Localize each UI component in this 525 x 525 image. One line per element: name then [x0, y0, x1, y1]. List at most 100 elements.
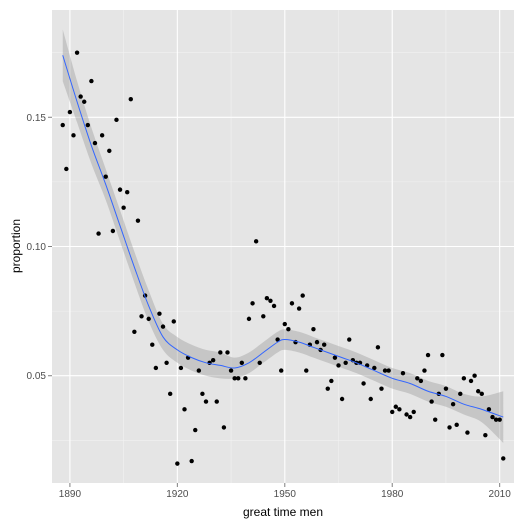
data-point — [443, 386, 449, 391]
data-point — [85, 122, 91, 128]
data-point — [253, 239, 259, 244]
data-point — [189, 458, 194, 464]
data-point — [150, 342, 155, 347]
data-point — [279, 368, 284, 373]
data-point — [178, 365, 184, 371]
smooth-line — [62, 55, 504, 418]
x-axis: 1890 1920 1950 1980 2010 — [59, 483, 511, 500]
data-point — [415, 376, 420, 381]
data-point — [175, 461, 180, 466]
data-point — [196, 368, 202, 373]
data-point — [74, 50, 80, 55]
data-point — [368, 396, 373, 402]
x-tick-label: 1920 — [166, 489, 189, 500]
data-point — [418, 378, 424, 384]
x-tick-label: 2010 — [489, 489, 512, 500]
data-point — [275, 337, 280, 342]
data-point — [390, 409, 395, 415]
data-point — [379, 386, 384, 391]
data-point — [214, 399, 219, 404]
data-point — [107, 148, 112, 154]
data-point — [228, 368, 234, 373]
data-point — [296, 306, 302, 311]
data-point — [82, 99, 87, 104]
data-point — [458, 391, 463, 397]
data-point — [336, 363, 341, 368]
data-point — [407, 414, 413, 420]
data-point — [132, 329, 137, 334]
data-point — [268, 298, 273, 303]
data-point — [325, 386, 330, 391]
x-tick-label: 1890 — [59, 489, 82, 500]
data-point — [203, 399, 209, 404]
data-point — [425, 352, 431, 358]
data-point — [103, 174, 108, 179]
data-point — [128, 96, 133, 102]
data-point — [461, 376, 467, 381]
grid-major — [52, 10, 514, 483]
x-tick-label: 1980 — [381, 489, 404, 500]
data-point — [339, 396, 345, 402]
data-point — [440, 352, 445, 358]
data-point — [236, 376, 241, 381]
data-point — [261, 314, 266, 319]
y-tick-label: 0.15 — [27, 113, 47, 124]
data-point — [218, 350, 223, 355]
data-point — [386, 368, 391, 373]
data-point — [64, 166, 69, 172]
data-point — [89, 78, 94, 84]
data-point — [67, 109, 73, 115]
data-point — [167, 391, 173, 397]
data-point — [404, 412, 409, 417]
data-point — [429, 399, 434, 404]
data-point — [497, 417, 502, 422]
data-point — [121, 205, 126, 210]
data-point — [125, 190, 130, 195]
data-point — [447, 425, 452, 430]
data-point — [271, 303, 277, 309]
data-point — [314, 339, 320, 345]
data-point — [160, 324, 166, 329]
data-point — [483, 432, 488, 438]
x-tick-label: 1950 — [274, 489, 297, 500]
data-point — [465, 430, 470, 435]
data-point — [171, 319, 176, 324]
data-point — [193, 427, 198, 433]
data-point — [450, 401, 456, 407]
data-point — [393, 404, 399, 409]
y-tick-label: 0.05 — [27, 371, 47, 382]
data-point — [92, 140, 98, 146]
data-point — [225, 350, 230, 355]
data-point — [479, 391, 484, 397]
data-point — [117, 187, 123, 192]
data-point — [329, 378, 334, 384]
data-point — [397, 407, 402, 412]
data-point — [361, 381, 366, 386]
data-point — [468, 378, 474, 384]
x-axis-title: great time men — [243, 505, 323, 519]
data-points — [60, 50, 506, 466]
y-axis: 0.05 0.10 0.15 — [27, 113, 52, 382]
data-point — [411, 409, 416, 415]
data-point — [321, 342, 327, 347]
data-point — [490, 414, 495, 420]
data-point — [332, 355, 338, 360]
data-point — [472, 373, 477, 378]
data-point — [239, 360, 245, 366]
data-point — [286, 327, 291, 332]
data-point — [501, 456, 506, 461]
data-point — [433, 417, 438, 422]
data-point — [139, 314, 144, 319]
data-point — [99, 133, 105, 138]
y-tick-label: 0.10 — [27, 242, 47, 253]
data-point — [243, 376, 248, 381]
data-point — [96, 231, 101, 236]
data-point — [221, 425, 227, 430]
data-point — [78, 94, 83, 99]
data-point — [250, 301, 255, 306]
data-point — [210, 358, 216, 363]
data-point — [182, 407, 187, 412]
data-point — [422, 368, 427, 373]
data-point — [153, 365, 159, 371]
